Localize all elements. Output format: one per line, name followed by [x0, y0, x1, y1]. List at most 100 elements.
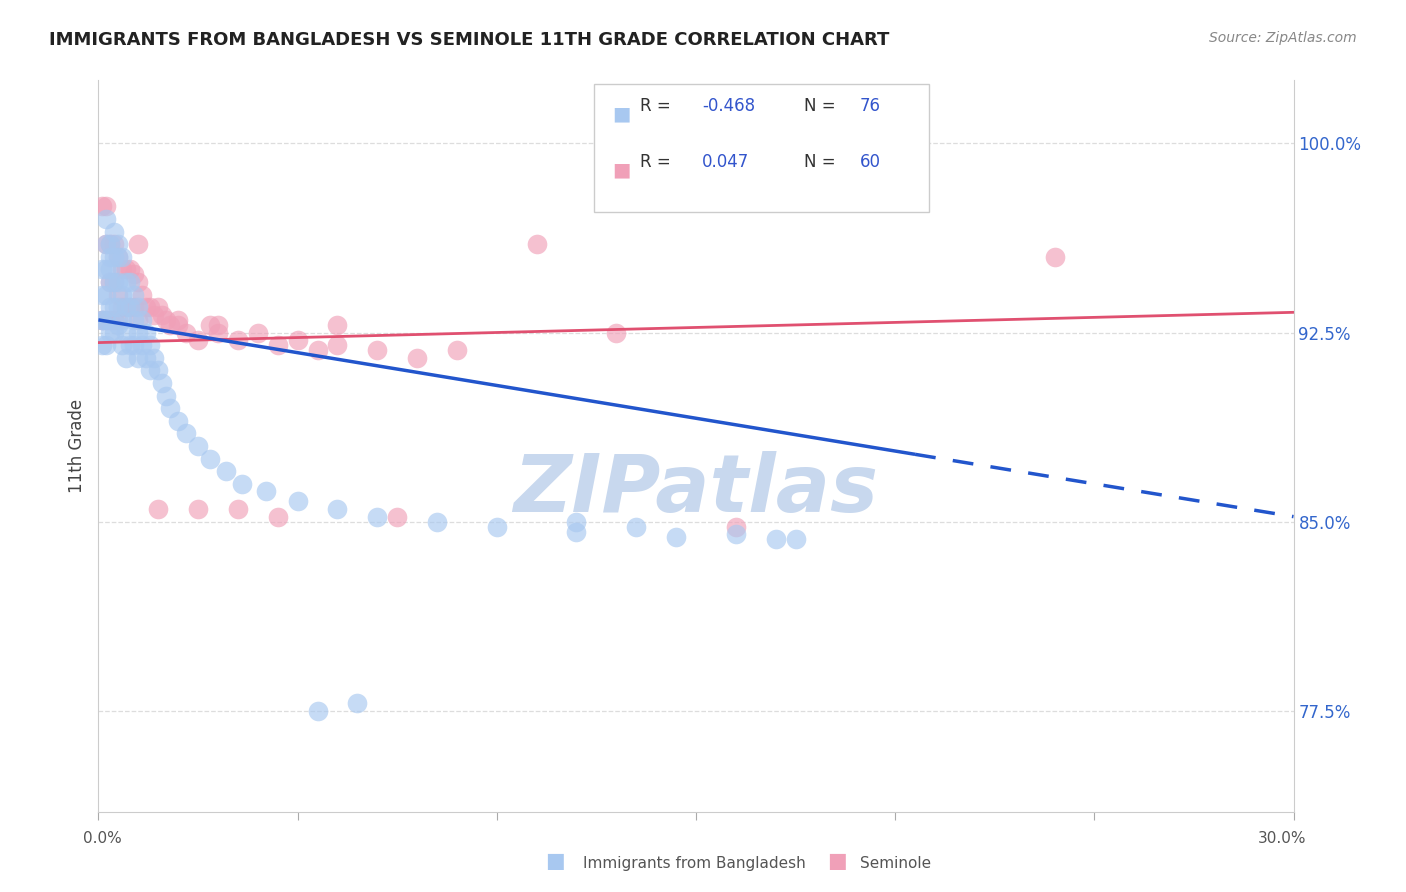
Point — [91, 338, 114, 352]
Point — [1043, 250, 1066, 264]
Point — [326, 318, 349, 332]
Point — [98, 237, 122, 252]
Point — [159, 318, 181, 332]
Point — [120, 275, 142, 289]
Point — [148, 363, 170, 377]
Point — [124, 287, 146, 301]
Point — [103, 237, 125, 252]
Point — [226, 333, 249, 347]
Point — [131, 287, 153, 301]
Point — [120, 338, 142, 352]
Point — [187, 502, 209, 516]
Point — [91, 287, 114, 301]
Point — [127, 275, 149, 289]
Point — [326, 338, 349, 352]
Text: 0.0%: 0.0% — [83, 831, 122, 846]
Point — [139, 338, 162, 352]
Point — [226, 502, 249, 516]
Point — [159, 401, 181, 416]
Point — [107, 287, 129, 301]
Point — [111, 262, 134, 277]
Point — [96, 237, 118, 252]
Point — [127, 351, 149, 365]
Point — [246, 326, 269, 340]
Point — [111, 313, 134, 327]
FancyBboxPatch shape — [595, 84, 929, 212]
Text: Immigrants from Bangladesh: Immigrants from Bangladesh — [583, 856, 806, 871]
Text: N =: N = — [804, 97, 841, 115]
Point — [167, 414, 190, 428]
Point — [124, 313, 146, 327]
Point — [91, 313, 114, 327]
Point — [665, 530, 688, 544]
Point — [406, 351, 429, 365]
Point — [107, 275, 129, 289]
Point — [135, 351, 157, 365]
Point — [626, 519, 648, 533]
Point — [111, 338, 134, 352]
Point — [207, 318, 229, 332]
Point — [307, 343, 329, 358]
Point — [385, 509, 409, 524]
Text: Source: ZipAtlas.com: Source: ZipAtlas.com — [1209, 31, 1357, 45]
Point — [111, 300, 134, 314]
Point — [174, 326, 197, 340]
Point — [565, 524, 588, 539]
Point — [98, 262, 122, 277]
Point — [565, 515, 588, 529]
Point — [287, 494, 309, 508]
Point — [103, 250, 125, 264]
Text: ■: ■ — [827, 851, 846, 871]
Point — [115, 351, 138, 365]
Point — [107, 318, 129, 332]
Point — [135, 326, 157, 340]
Point — [135, 300, 157, 314]
Point — [215, 464, 238, 478]
Point — [131, 313, 153, 327]
Point — [115, 262, 138, 277]
Point — [267, 338, 290, 352]
Point — [346, 696, 368, 710]
Point — [96, 313, 118, 327]
Point — [724, 527, 747, 541]
Point — [115, 300, 138, 314]
Point — [167, 313, 190, 327]
Point — [107, 250, 129, 264]
Point — [127, 313, 149, 327]
Point — [150, 308, 173, 322]
Point — [98, 275, 122, 289]
Point — [143, 351, 166, 365]
Point — [254, 484, 277, 499]
Point — [98, 313, 122, 327]
Point — [131, 338, 153, 352]
Text: ■: ■ — [613, 104, 631, 123]
Text: R =: R = — [640, 97, 676, 115]
Point — [167, 318, 190, 332]
Point — [111, 250, 134, 264]
Point — [884, 141, 907, 155]
Point — [526, 237, 548, 252]
Text: 0.047: 0.047 — [702, 153, 749, 171]
Point — [765, 533, 787, 547]
Point — [111, 287, 134, 301]
Point — [96, 262, 118, 277]
Point — [120, 300, 142, 314]
Point — [155, 313, 177, 327]
Point — [148, 502, 170, 516]
Point — [366, 343, 388, 358]
Point — [198, 451, 221, 466]
Point — [426, 515, 449, 529]
Point — [98, 300, 122, 314]
Point — [143, 308, 166, 322]
Point — [103, 326, 125, 340]
Point — [91, 262, 114, 277]
Point — [124, 338, 146, 352]
Point — [103, 275, 125, 289]
Point — [605, 326, 627, 340]
Point — [127, 237, 149, 252]
Text: IMMIGRANTS FROM BANGLADESH VS SEMINOLE 11TH GRADE CORRELATION CHART: IMMIGRANTS FROM BANGLADESH VS SEMINOLE 1… — [49, 31, 890, 49]
Point — [446, 343, 468, 358]
Point — [120, 262, 142, 277]
Point — [366, 509, 388, 524]
Point — [115, 275, 138, 289]
